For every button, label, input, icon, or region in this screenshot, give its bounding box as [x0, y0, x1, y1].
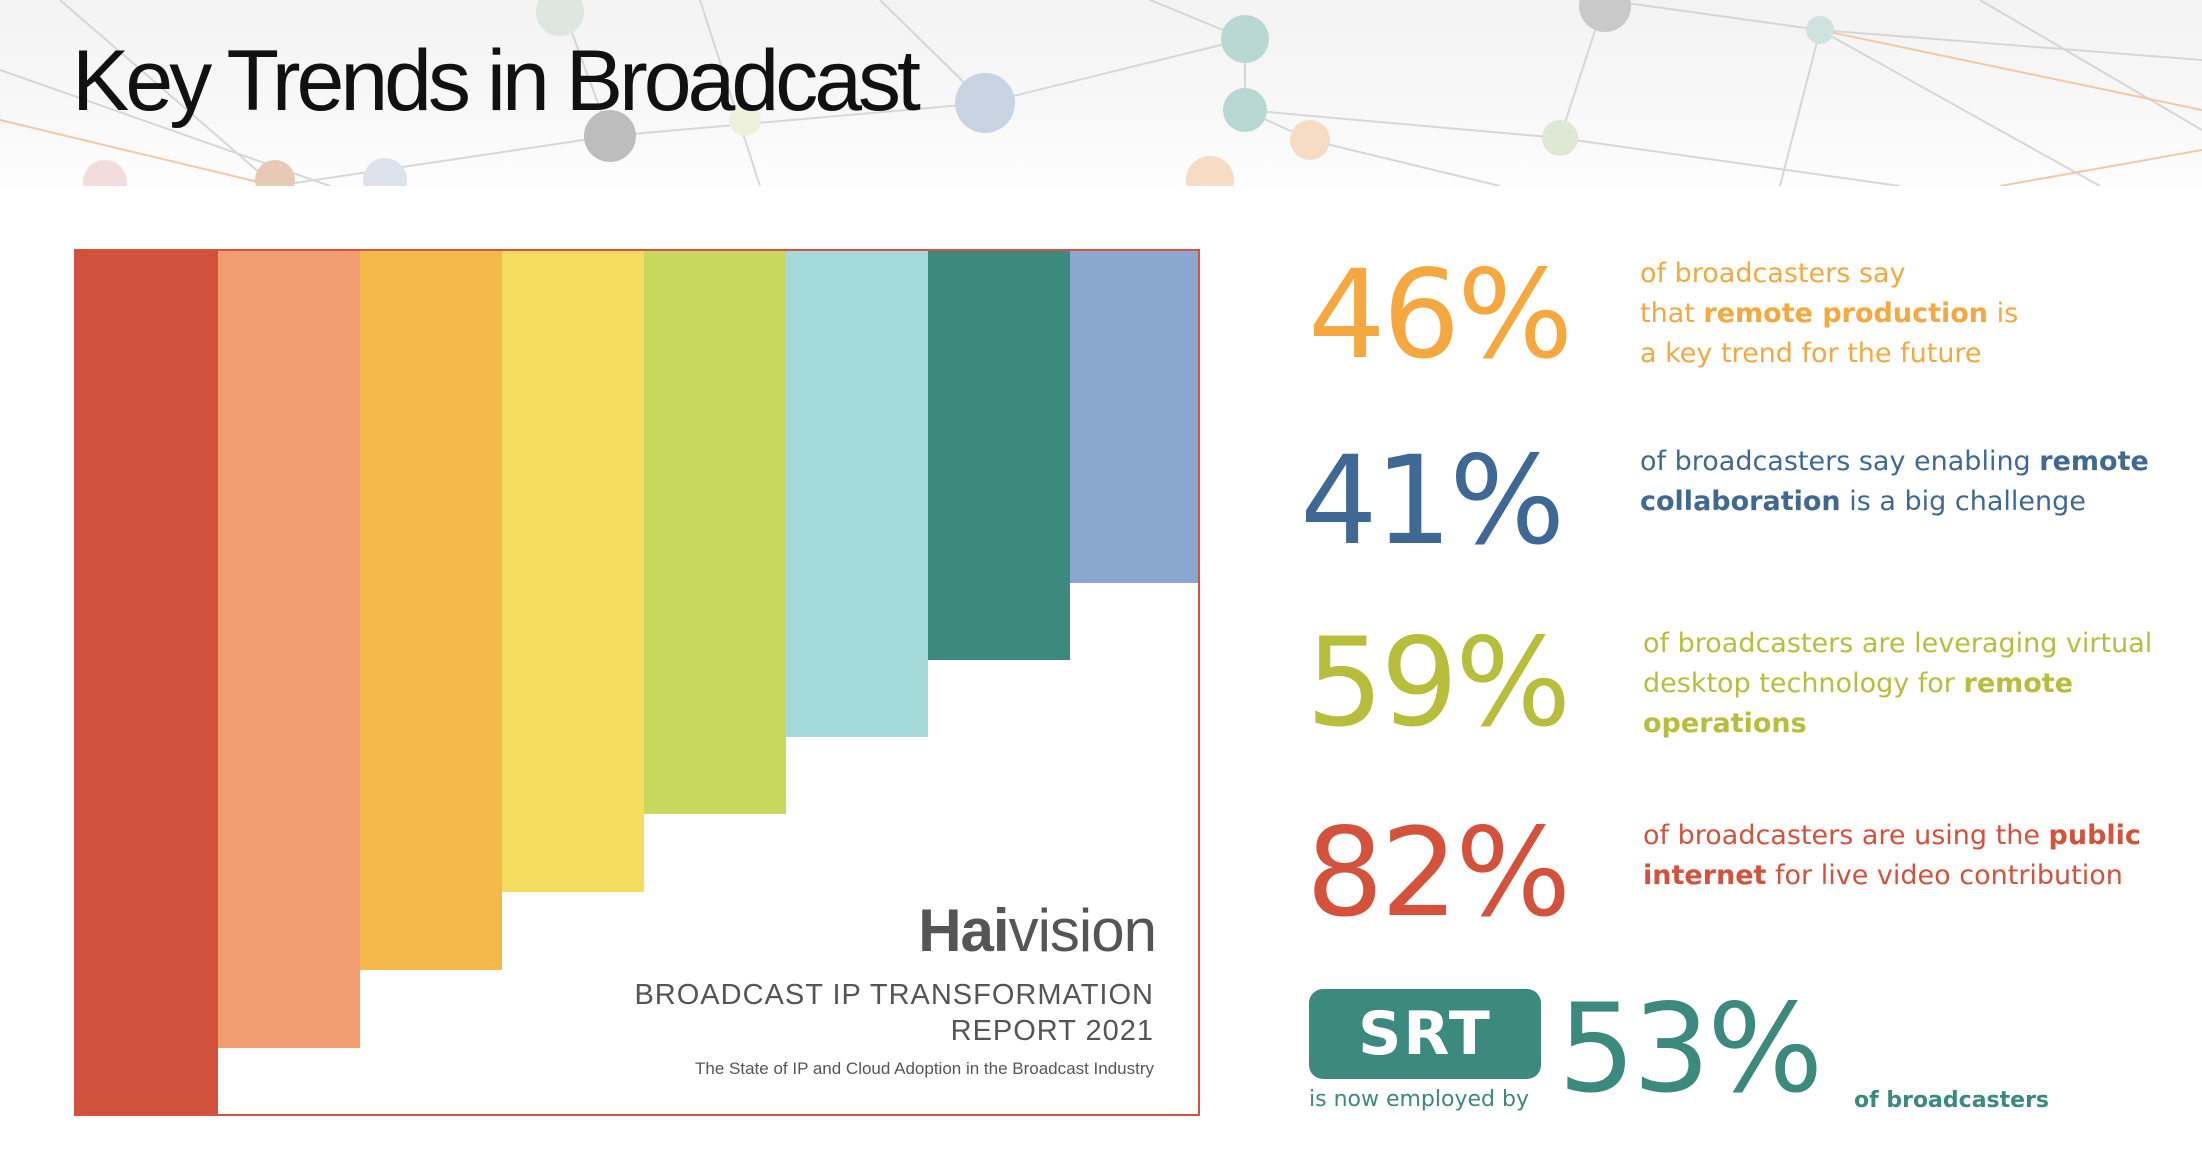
cover-stripe	[76, 251, 218, 1114]
stat-value: 41%	[1300, 430, 1565, 572]
stat-value: 59%	[1306, 612, 1571, 754]
stat-text-part: is a big challenge	[1840, 486, 2086, 517]
stat-value: 46%	[1308, 244, 1573, 386]
stat-text-part: is	[1988, 298, 2019, 329]
stat-description: of broadcasters are leveraging virtual d…	[1643, 624, 2152, 744]
report-subtitle: The State of IP and Cloud Adoption in th…	[695, 1059, 1154, 1078]
stat-text-part: for live video contribution	[1766, 860, 2123, 891]
stat-emphasis: collaboration	[1640, 486, 1841, 517]
report-cover: Haivision BROADCAST IP TRANSFORMATION RE…	[74, 249, 1200, 1116]
stat-description: of broadcasters are using the public int…	[1643, 816, 2141, 896]
stat-emphasis: remote production	[1703, 298, 1989, 329]
stat-line: internet for live video contribution	[1643, 856, 2141, 896]
srt-logo-badge: SRT	[1309, 989, 1541, 1079]
network-graphic	[0, 0, 2202, 186]
cover-stripe	[360, 251, 502, 970]
stat-emphasis: remote	[2039, 446, 2149, 477]
stat-text-part: of broadcasters say enabling	[1640, 446, 2040, 477]
stat-line: operations	[1643, 704, 2152, 744]
stat-emphasis: internet	[1643, 860, 1767, 891]
stat-text-part: that	[1640, 298, 1704, 329]
stat-emphasis: operations	[1643, 708, 1807, 739]
cover-stripe	[928, 251, 1070, 660]
stat-text-part: a key trend for the future	[1640, 338, 1982, 369]
haivision-logo: Haivision	[918, 896, 1157, 965]
stat-value: 82%	[1306, 802, 1571, 944]
stat-line: a key trend for the future	[1640, 334, 2018, 374]
srt-suffix: of broadcasters	[1854, 1088, 2050, 1113]
cover-stripe	[1070, 251, 1198, 583]
stat-description: of broadcasters say enabling remote coll…	[1640, 442, 2149, 522]
stat-line: that remote production is	[1640, 294, 2018, 334]
page-title: Key Trends in Broadcast	[72, 33, 921, 129]
srt-stat-value: 53%	[1558, 978, 1823, 1120]
header-network-background: Key Trends in Broadcast	[0, 0, 2202, 186]
stat-line: of broadcasters say enabling remote	[1640, 442, 2149, 482]
stat-emphasis: public	[2048, 820, 2141, 851]
stat-line: of broadcasters are leveraging virtual	[1643, 624, 2152, 664]
stat-line: of broadcasters say	[1640, 254, 2018, 294]
stat-description: of broadcasters say that remote producti…	[1640, 254, 2018, 374]
cover-stripe	[218, 251, 360, 1048]
report-year: REPORT 2021	[950, 1015, 1154, 1047]
stat-text-part: desktop technology for	[1643, 668, 1964, 699]
report-title: BROADCAST IP TRANSFORMATION	[634, 979, 1154, 1011]
cover-stripe	[502, 251, 644, 892]
cover-stripe	[786, 251, 928, 737]
stat-text-part: of broadcasters are leveraging virtual	[1643, 628, 2153, 659]
stat-line: of broadcasters are using the public	[1643, 816, 2141, 856]
cover-stripe	[644, 251, 786, 814]
stat-emphasis: remote	[1963, 668, 2074, 699]
srt-caption: is now employed by	[1309, 1087, 1529, 1112]
logo-bold-part: Hai	[918, 897, 1009, 964]
logo-rest-part: vision	[1008, 897, 1157, 964]
stat-text-part: of broadcasters say	[1640, 258, 1906, 289]
stat-line: collaboration is a big challenge	[1640, 482, 2149, 522]
stat-line: desktop technology for remote	[1643, 664, 2152, 704]
stat-text-part: of broadcasters are using the	[1643, 820, 2049, 851]
